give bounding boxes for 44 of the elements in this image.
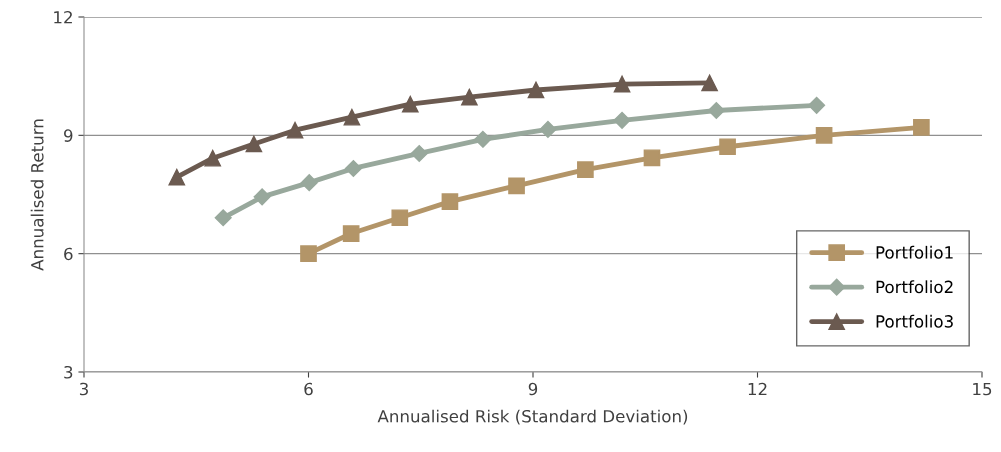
legend-label: Portfolio1 [876, 245, 953, 259]
point [286, 121, 304, 139]
point [539, 120, 557, 138]
point [527, 81, 545, 99]
point [461, 88, 478, 106]
x-tick-label: 9 [528, 382, 538, 396]
point [808, 96, 826, 114]
point [719, 138, 736, 156]
point [245, 135, 263, 153]
x-tick-label: 12 [748, 382, 767, 396]
point [508, 177, 525, 195]
point [441, 193, 459, 210]
point [253, 188, 271, 206]
y-axis-title: Annualised Return [30, 119, 44, 271]
point [343, 108, 361, 126]
point [707, 101, 725, 120]
x-tick-label: 3 [79, 382, 88, 396]
point [815, 126, 833, 144]
point [204, 149, 222, 167]
point [613, 111, 631, 129]
point [410, 144, 428, 163]
x-tick-label: 6 [304, 382, 313, 396]
point [391, 209, 409, 227]
legend-label: Portfolio3 [876, 314, 953, 328]
y-tick-label: 6 [64, 247, 73, 261]
x-axis-title: Annualised Risk (Standard Deviation) [377, 409, 688, 425]
legend-label: Portfolio2 [876, 280, 953, 294]
point [474, 130, 492, 148]
point [168, 168, 186, 186]
y-tick-label: 3 [64, 365, 73, 379]
point [214, 209, 232, 227]
y-tick-label: 12 [54, 10, 72, 24]
point [643, 149, 661, 167]
point [342, 225, 360, 242]
point [344, 159, 362, 178]
point [401, 95, 419, 113]
point [300, 174, 318, 192]
point [300, 245, 317, 263]
point [577, 161, 594, 178]
x-tick-label: 15 [973, 382, 992, 396]
point [913, 119, 930, 136]
point [701, 74, 718, 92]
point [613, 75, 631, 93]
y-tick-label: 9 [64, 129, 73, 142]
